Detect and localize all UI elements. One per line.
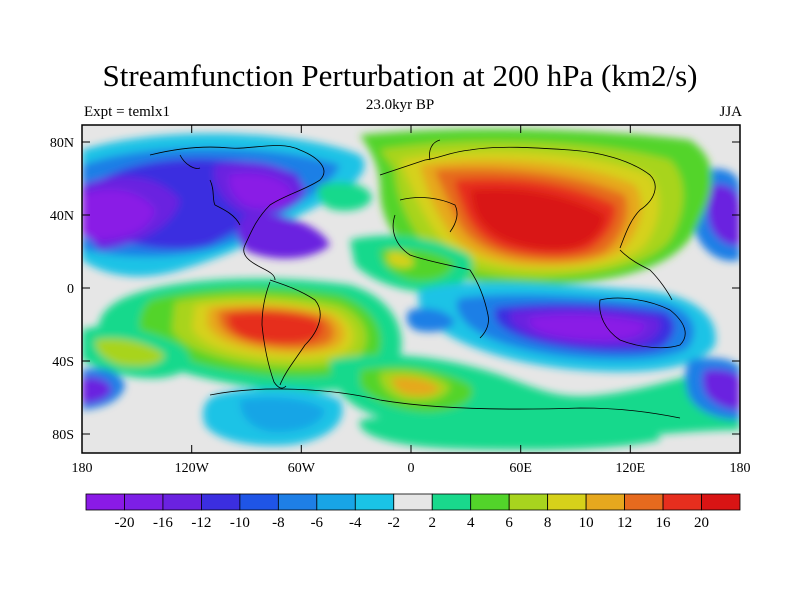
colorbar-box bbox=[393, 493, 433, 511]
contour-field bbox=[82, 125, 740, 453]
colorbar-box bbox=[239, 493, 279, 511]
lon-label: 60E bbox=[509, 461, 532, 476]
lon-label: 60W bbox=[288, 461, 316, 476]
colorbar-label: -16 bbox=[153, 515, 173, 531]
time-label: 23.0kyr BP bbox=[365, 97, 435, 113]
colorbar-label: -4 bbox=[349, 515, 362, 531]
lat-label: 40N bbox=[50, 209, 74, 224]
colorbar-box bbox=[277, 493, 318, 511]
colorbar-box bbox=[124, 493, 164, 511]
lat-label: 80S bbox=[52, 428, 74, 443]
colorbar-box bbox=[162, 493, 202, 511]
experiment-label: Expt = temlx1 bbox=[84, 104, 170, 120]
lon-label: 120W bbox=[175, 461, 210, 476]
colorbar-box bbox=[508, 493, 549, 511]
colorbar-label: 8 bbox=[544, 515, 552, 531]
lat-label: 0 bbox=[67, 282, 74, 297]
colorbar-label: 12 bbox=[617, 515, 632, 531]
colorbar-label: 16 bbox=[656, 515, 672, 531]
colorbar-label: 4 bbox=[467, 515, 475, 531]
colorbar-box bbox=[316, 493, 356, 511]
colorbar-box bbox=[201, 493, 241, 511]
colorbar-box bbox=[470, 493, 510, 511]
colorbar-box bbox=[354, 493, 395, 511]
colorbar-box bbox=[431, 493, 472, 511]
colorbar-label: 6 bbox=[505, 515, 513, 531]
lon-label: 120E bbox=[616, 461, 646, 476]
colorbar-label: -8 bbox=[272, 515, 285, 531]
colorbar-label: -20 bbox=[114, 515, 134, 531]
colorbar-box bbox=[662, 493, 702, 511]
colorbar-box bbox=[701, 493, 741, 511]
colorbar-label: -6 bbox=[311, 515, 324, 531]
colorbar-label: 20 bbox=[694, 515, 709, 531]
colorbar-label: -12 bbox=[191, 515, 211, 531]
season-label: JJA bbox=[719, 104, 742, 120]
lon-tick-marks bbox=[81, 125, 741, 453]
lon-label: 0 bbox=[408, 461, 415, 476]
lat-label: 80N bbox=[50, 136, 74, 151]
lat-label: 40S bbox=[52, 355, 74, 370]
plot-title: Streamfunction Perturbation at 200 hPa (… bbox=[102, 58, 698, 93]
colorbar-label: -10 bbox=[230, 515, 250, 531]
lon-label: 180 bbox=[72, 461, 93, 476]
lat-labels: 80N 40N 0 40S 80S bbox=[50, 136, 74, 443]
colorbar-label: 10 bbox=[579, 515, 594, 531]
lon-labels: 180 120W 60W 0 60E 120E 180 bbox=[72, 461, 751, 476]
colorbar-box bbox=[547, 493, 587, 511]
colorbar-label: -2 bbox=[388, 515, 401, 531]
coastlines bbox=[149, 139, 686, 419]
lat-tick-marks bbox=[82, 141, 740, 435]
lon-label: 180 bbox=[730, 461, 751, 476]
colorbar-box bbox=[85, 493, 125, 511]
colorbar: -20 -16 -12 -10 -8 -6 -4 -2 2 4 6 8 10 12 16 20 bbox=[85, 493, 741, 531]
colorbar-label: 2 bbox=[428, 515, 436, 531]
colorbar-box bbox=[624, 493, 664, 511]
colorbar-box bbox=[585, 493, 625, 511]
